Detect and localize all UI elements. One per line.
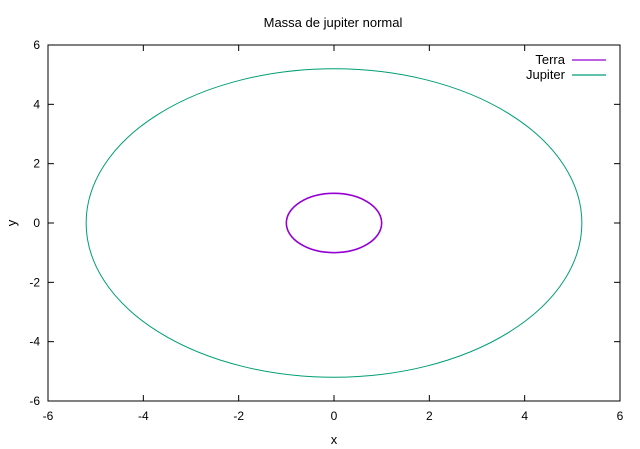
- plot-area: [47, 44, 621, 402]
- y-tick-label: -2: [29, 275, 40, 289]
- x-tick-label: -4: [138, 409, 149, 423]
- legend-label-terra: Terra: [535, 52, 565, 67]
- series-terra-orbit: [285, 192, 383, 254]
- x-tick-label: -2: [233, 409, 244, 423]
- y-tick-label: 2: [33, 157, 40, 171]
- x-tick-label: 0: [331, 409, 338, 423]
- y-axis: -6 -4 -2 0 2 4 6: [29, 38, 620, 408]
- series-layer: [85, 68, 583, 378]
- series-jupiter-orbit: [85, 68, 583, 378]
- x-tick-label: -6: [43, 409, 54, 423]
- x-axis-title: x: [331, 432, 338, 447]
- legend-label-jupiter: Jupiter: [526, 67, 566, 82]
- y-axis-title: y: [4, 219, 19, 226]
- y-tick-label: 6: [33, 38, 40, 52]
- x-tick-label: 2: [426, 409, 433, 423]
- plot-frame: [47, 44, 621, 402]
- x-tick-label: 4: [521, 409, 528, 423]
- y-tick-label: -6: [29, 394, 40, 408]
- y-tick-label: 4: [33, 97, 40, 111]
- chart-title: Massa de jupiter normal: [264, 15, 403, 30]
- x-axis: -6 -4 -2 0 2 4 6: [43, 45, 624, 423]
- y-tick-label: -4: [29, 335, 40, 349]
- x-tick-label: 6: [617, 409, 624, 423]
- y-tick-label: 0: [33, 216, 40, 230]
